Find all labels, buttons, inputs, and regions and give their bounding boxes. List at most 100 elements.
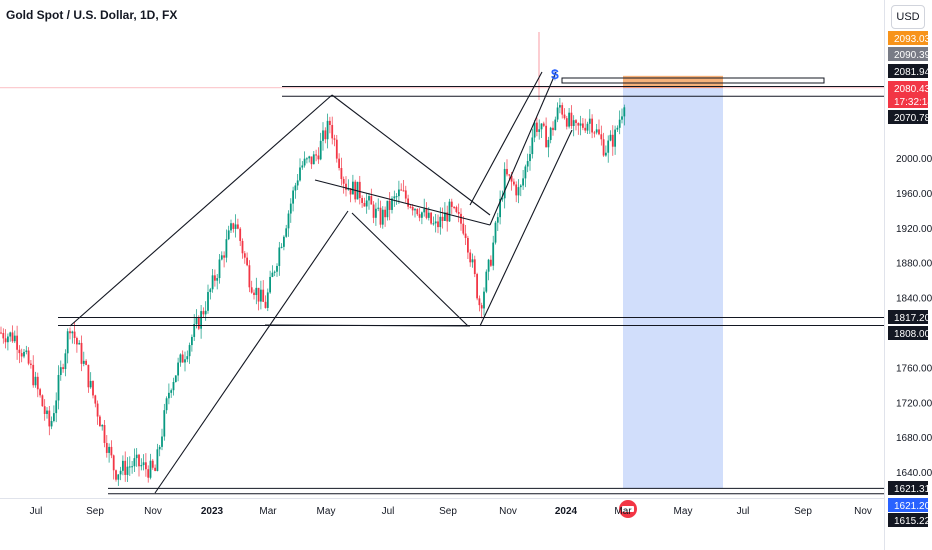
candle-body xyxy=(246,257,248,266)
candle-body xyxy=(73,331,76,338)
candle-body xyxy=(108,446,110,453)
candle-body xyxy=(94,395,97,404)
candle-body xyxy=(156,449,159,471)
candle-body xyxy=(285,228,288,237)
candle-body xyxy=(471,259,474,263)
candle-body xyxy=(437,221,439,228)
candle-body xyxy=(402,190,405,192)
candle-body xyxy=(621,116,623,120)
price-tag-label: 2070.78 xyxy=(894,113,931,124)
candle-body xyxy=(375,208,377,218)
trend-line xyxy=(69,94,333,327)
candle-body xyxy=(138,454,140,467)
price-tag-label: 1817.20 xyxy=(894,313,931,324)
candle-body xyxy=(448,201,451,222)
candle-body xyxy=(476,274,478,299)
candle-body xyxy=(218,259,221,279)
candle-body xyxy=(287,213,290,229)
x-tick-label: 2023 xyxy=(201,506,224,517)
candle-body xyxy=(331,124,334,139)
trend-line xyxy=(264,324,471,327)
candle-body xyxy=(338,158,340,169)
candle-body xyxy=(264,301,267,308)
candle-body xyxy=(322,130,324,141)
candle-body xyxy=(250,287,253,293)
candle-body xyxy=(600,134,603,140)
candle-body xyxy=(179,354,182,363)
candle-body xyxy=(16,335,18,350)
price-tag xyxy=(888,110,928,124)
candle-body xyxy=(515,184,518,196)
candle-body xyxy=(170,390,173,393)
candle-body xyxy=(230,223,232,231)
candle-body xyxy=(572,120,575,127)
candle-body xyxy=(48,410,51,427)
candle-body xyxy=(395,196,398,198)
candle-body xyxy=(379,207,382,225)
candle-body xyxy=(280,246,283,248)
candle-body xyxy=(411,206,414,211)
candle-body xyxy=(195,317,198,325)
candle-body xyxy=(163,410,166,437)
candle-body xyxy=(483,291,485,309)
candle-body xyxy=(96,403,99,417)
candle-body xyxy=(329,120,331,125)
candle-body xyxy=(32,364,35,386)
candle-body xyxy=(513,181,515,185)
candle-body xyxy=(423,208,426,213)
candle-body xyxy=(41,395,44,407)
candle-body xyxy=(273,271,276,273)
candle-body xyxy=(20,353,23,357)
candle-body xyxy=(241,240,244,254)
trend-line xyxy=(469,71,543,206)
time-axis-divider xyxy=(0,498,884,499)
position-zone xyxy=(623,87,723,489)
candle-body xyxy=(561,105,564,115)
candle-body xyxy=(485,271,488,292)
candle-body xyxy=(490,259,492,266)
candle-body xyxy=(299,167,301,181)
candle-body xyxy=(87,364,90,388)
candle-body xyxy=(616,127,619,130)
candle-body xyxy=(133,458,136,467)
candle-body xyxy=(110,446,113,456)
candle-body xyxy=(614,129,616,147)
currency-button[interactable]: USD xyxy=(891,5,925,29)
candle-body xyxy=(78,342,81,345)
candle-body xyxy=(39,389,41,396)
candle-body xyxy=(582,123,584,128)
candle-body xyxy=(7,336,9,343)
candle-body xyxy=(216,278,219,281)
candle-body xyxy=(421,212,423,218)
candle-body xyxy=(46,410,48,414)
candle-body xyxy=(607,140,610,153)
candle-body xyxy=(393,196,396,199)
candle-body xyxy=(547,139,550,148)
candle-body xyxy=(361,198,363,203)
candle-body xyxy=(82,360,85,364)
candle-body xyxy=(386,200,389,218)
candle-body xyxy=(333,138,336,140)
candle-body xyxy=(271,272,274,277)
candle-body xyxy=(209,289,212,293)
candle-body xyxy=(232,223,235,229)
price-tag xyxy=(888,481,928,495)
candle-body xyxy=(140,465,143,467)
candle-body xyxy=(591,118,593,133)
candle-body xyxy=(266,292,269,308)
candle-body xyxy=(317,155,320,160)
candle-body xyxy=(455,207,458,213)
candle-body xyxy=(340,168,343,180)
candle-body xyxy=(34,376,37,386)
candle-body xyxy=(145,462,147,470)
candle-body xyxy=(149,460,152,478)
candle-body xyxy=(237,224,239,229)
candle-body xyxy=(377,207,380,209)
candle-body xyxy=(556,107,559,120)
candle-body xyxy=(487,259,490,272)
candle-body xyxy=(312,154,315,165)
candle-body xyxy=(414,209,416,211)
candle-body xyxy=(450,201,453,207)
candle-body xyxy=(508,174,511,176)
